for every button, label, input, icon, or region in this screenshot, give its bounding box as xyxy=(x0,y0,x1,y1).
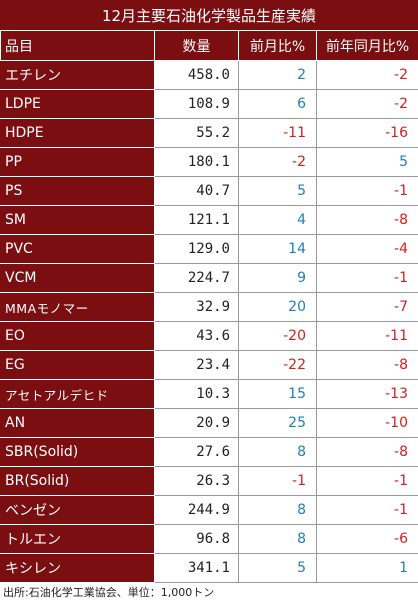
item-name: EG xyxy=(1,351,155,380)
item-name: MMAモノマー xyxy=(1,293,155,322)
yoy-cell: -1 xyxy=(317,177,418,206)
mom-cell: 14 xyxy=(239,235,317,264)
yoy-cell: -1 xyxy=(317,264,418,293)
header-row: 品目 数量 前月比% 前年同月比% xyxy=(1,31,418,61)
quantity-cell: 458.0 xyxy=(155,61,239,90)
header-yoy: 前年同月比% xyxy=(317,31,418,61)
mom-cell: 4 xyxy=(239,206,317,235)
mom-cell: -2 xyxy=(239,148,317,177)
quantity-cell: 129.0 xyxy=(155,235,239,264)
mom-cell: 2 xyxy=(239,61,317,90)
header-item: 品目 xyxy=(1,31,155,61)
quantity-cell: 341.1 xyxy=(155,554,239,583)
item-name: トルエン xyxy=(1,525,155,554)
mom-cell: 5 xyxy=(239,554,317,583)
quantity-cell: 10.3 xyxy=(155,380,239,409)
yoy-cell: -1 xyxy=(317,496,418,525)
item-name: EO xyxy=(1,322,155,351)
quantity-cell: 244.9 xyxy=(155,496,239,525)
quantity-cell: 55.2 xyxy=(155,119,239,148)
table-title: 12月主要石油化学製品生産実績 xyxy=(0,0,418,30)
yoy-cell: 5 xyxy=(317,148,418,177)
yoy-cell: -4 xyxy=(317,235,418,264)
item-name: AN xyxy=(1,409,155,438)
item-name: ベンゼン xyxy=(1,496,155,525)
item-name: キシレン xyxy=(1,554,155,583)
item-name: BR(Solid) xyxy=(1,467,155,496)
yoy-cell: -10 xyxy=(317,409,418,438)
header-quantity: 数量 xyxy=(155,31,239,61)
quantity-cell: 20.9 xyxy=(155,409,239,438)
quantity-cell: 224.7 xyxy=(155,264,239,293)
mom-cell: -22 xyxy=(239,351,317,380)
item-name: LDPE xyxy=(1,90,155,119)
quantity-cell: 43.6 xyxy=(155,322,239,351)
mom-cell: 9 xyxy=(239,264,317,293)
header-mom: 前月比% xyxy=(239,31,317,61)
yoy-cell: -7 xyxy=(317,293,418,322)
item-name: アセトアルデヒド xyxy=(1,380,155,409)
mom-cell: 20 xyxy=(239,293,317,322)
mom-cell: 8 xyxy=(239,496,317,525)
mom-cell: 8 xyxy=(239,438,317,467)
yoy-cell: -8 xyxy=(317,351,418,380)
mom-cell: 5 xyxy=(239,177,317,206)
mom-cell: -11 xyxy=(239,119,317,148)
item-name: PP xyxy=(1,148,155,177)
mom-cell: 6 xyxy=(239,90,317,119)
yoy-cell: -8 xyxy=(317,206,418,235)
mom-cell: 15 xyxy=(239,380,317,409)
quantity-cell: 27.6 xyxy=(155,438,239,467)
yoy-cell: -2 xyxy=(317,90,418,119)
quantity-cell: 108.9 xyxy=(155,90,239,119)
item-name: PVC xyxy=(1,235,155,264)
mom-cell: -1 xyxy=(239,467,317,496)
quantity-cell: 26.3 xyxy=(155,467,239,496)
quantity-cell: 32.9 xyxy=(155,293,239,322)
yoy-cell: -1 xyxy=(317,467,418,496)
item-name: SM xyxy=(1,206,155,235)
yoy-cell: -8 xyxy=(317,438,418,467)
item-name: HDPE xyxy=(1,119,155,148)
item-name: PS xyxy=(1,177,155,206)
quantity-cell: 180.1 xyxy=(155,148,239,177)
yoy-cell: -13 xyxy=(317,380,418,409)
yoy-cell: -2 xyxy=(317,61,418,90)
source-note: 出所:石油化学工業協会、単位：1,000トン xyxy=(0,583,418,603)
mom-cell: -20 xyxy=(239,322,317,351)
yoy-cell: -11 xyxy=(317,322,418,351)
item-name: VCM xyxy=(1,264,155,293)
mom-cell: 8 xyxy=(239,525,317,554)
yoy-cell: -6 xyxy=(317,525,418,554)
quantity-cell: 23.4 xyxy=(155,351,239,380)
quantity-cell: 121.1 xyxy=(155,206,239,235)
item-name: SBR(Solid) xyxy=(1,438,155,467)
quantity-cell: 96.8 xyxy=(155,525,239,554)
yoy-cell: -16 xyxy=(317,119,418,148)
yoy-cell: 1 xyxy=(317,554,418,583)
table-row: BR(Solid)26.3-1-1 xyxy=(1,467,418,496)
quantity-cell: 40.7 xyxy=(155,177,239,206)
item-name: エチレン xyxy=(1,61,155,90)
mom-cell: 25 xyxy=(239,409,317,438)
